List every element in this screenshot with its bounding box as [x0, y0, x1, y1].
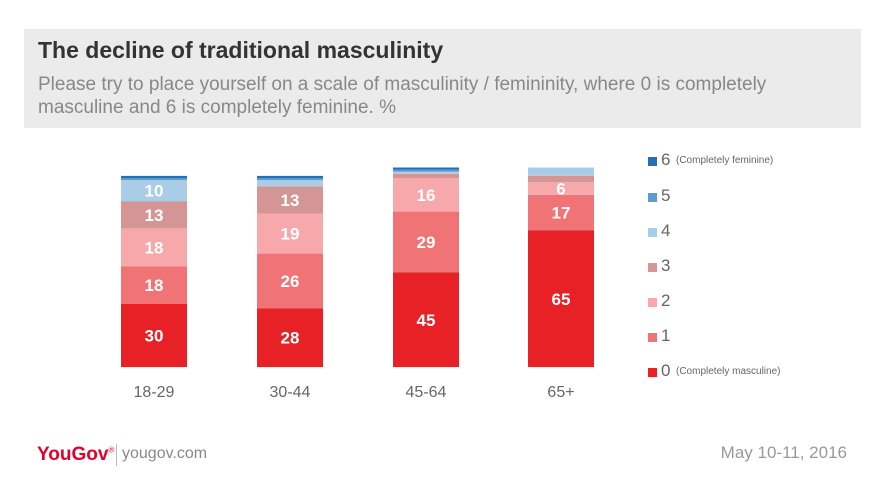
bar-segment-0-45-64: [393, 272, 459, 367]
bar-segment-2-65+: [528, 182, 594, 195]
bar-segment-6-18-29: [121, 175, 187, 178]
bar-segment-1-45-64: [393, 211, 459, 273]
legend-swatch: [648, 298, 657, 307]
legend-label: 1: [661, 326, 671, 345]
legend-label: 2: [661, 291, 671, 310]
footer-divider: [116, 444, 117, 466]
bar-segment-0-30-44: [257, 308, 323, 367]
bar-segment-4-18-29: [121, 180, 187, 202]
legend-swatch: [648, 157, 657, 166]
bar-segment-2-18-29: [121, 228, 187, 267]
data-label-2-30-44: 19: [281, 225, 300, 244]
legend-label: 6: [661, 150, 671, 169]
legend-swatch: [648, 263, 657, 272]
legend-label: 3: [661, 256, 671, 275]
survey-date: May 10-11, 2016: [720, 443, 847, 462]
footer-site-link[interactable]: yougov.com: [122, 445, 208, 462]
bar-segment-2-45-64: [393, 178, 459, 212]
data-label-0-18-29: 30: [145, 327, 164, 346]
bar-segment-2-30-44: [257, 213, 323, 254]
legend-swatch: [648, 333, 657, 342]
bar-segment-3-45-64: [393, 173, 459, 178]
data-label-1-65+: 17: [552, 204, 571, 223]
data-label-3-30-44: 13: [281, 191, 300, 210]
data-label-1-30-44: 26: [281, 272, 300, 291]
yougov-logo: YouGov®: [37, 444, 115, 465]
data-label-4-18-29: 10: [145, 182, 164, 201]
bar-segment-3-65+: [528, 175, 594, 183]
data-label-2-18-29: 18: [145, 238, 164, 257]
bar-segment-5-18-29: [121, 178, 187, 181]
bar-segment-3-18-29: [121, 201, 187, 229]
legend-note: (Completely feminine): [676, 155, 774, 166]
bar-segment-4-30-44: [257, 180, 323, 187]
data-label-0-45-64: 45: [417, 311, 436, 330]
data-label-2-65+: 6: [556, 180, 565, 199]
bar-segment-6-30-44: [257, 175, 323, 178]
legend-label: 5: [661, 186, 671, 205]
bar-segment-1-65+: [528, 194, 594, 231]
category-label-30-44: 30-44: [270, 384, 311, 401]
legend-swatch: [648, 368, 657, 377]
category-label-45-64: 45-64: [406, 384, 447, 401]
legend-swatch: [648, 193, 657, 202]
legend-label: 4: [661, 221, 671, 240]
chart-subtitle: Please try to place yourself on a scale …: [38, 74, 767, 118]
legend-label: 0: [661, 361, 671, 380]
data-label-3-18-29: 13: [145, 206, 164, 225]
bar-segment-4-65+: [528, 167, 594, 176]
data-label-2-45-64: 16: [417, 186, 436, 205]
bar-segment-6-45-64: [393, 167, 459, 170]
data-label-1-45-64: 29: [417, 233, 436, 252]
category-label-65+: 65+: [547, 384, 574, 401]
chart-header: The decline of traditional masculinity P…: [24, 29, 861, 128]
bar-segment-5-45-64: [393, 169, 459, 172]
category-label-18-29: 18-29: [134, 384, 175, 401]
bar-segment-4-45-64: [393, 171, 459, 174]
legend-swatch: [648, 228, 657, 237]
bar-segment-3-30-44: [257, 186, 323, 214]
data-label-0-65+: 65: [552, 290, 571, 309]
chart-title: The decline of traditional masculinity: [38, 37, 444, 63]
bar-segment-0-65+: [528, 230, 594, 367]
bar-segment-0-18-29: [121, 304, 187, 367]
bar-segment-1-30-44: [257, 253, 323, 309]
data-label-0-30-44: 28: [281, 329, 300, 348]
bar-segment-5-30-44: [257, 178, 323, 181]
bar-segment-1-18-29: [121, 266, 187, 304]
data-label-1-18-29: 18: [145, 276, 164, 295]
legend-note: (Completely masculine): [676, 366, 781, 377]
